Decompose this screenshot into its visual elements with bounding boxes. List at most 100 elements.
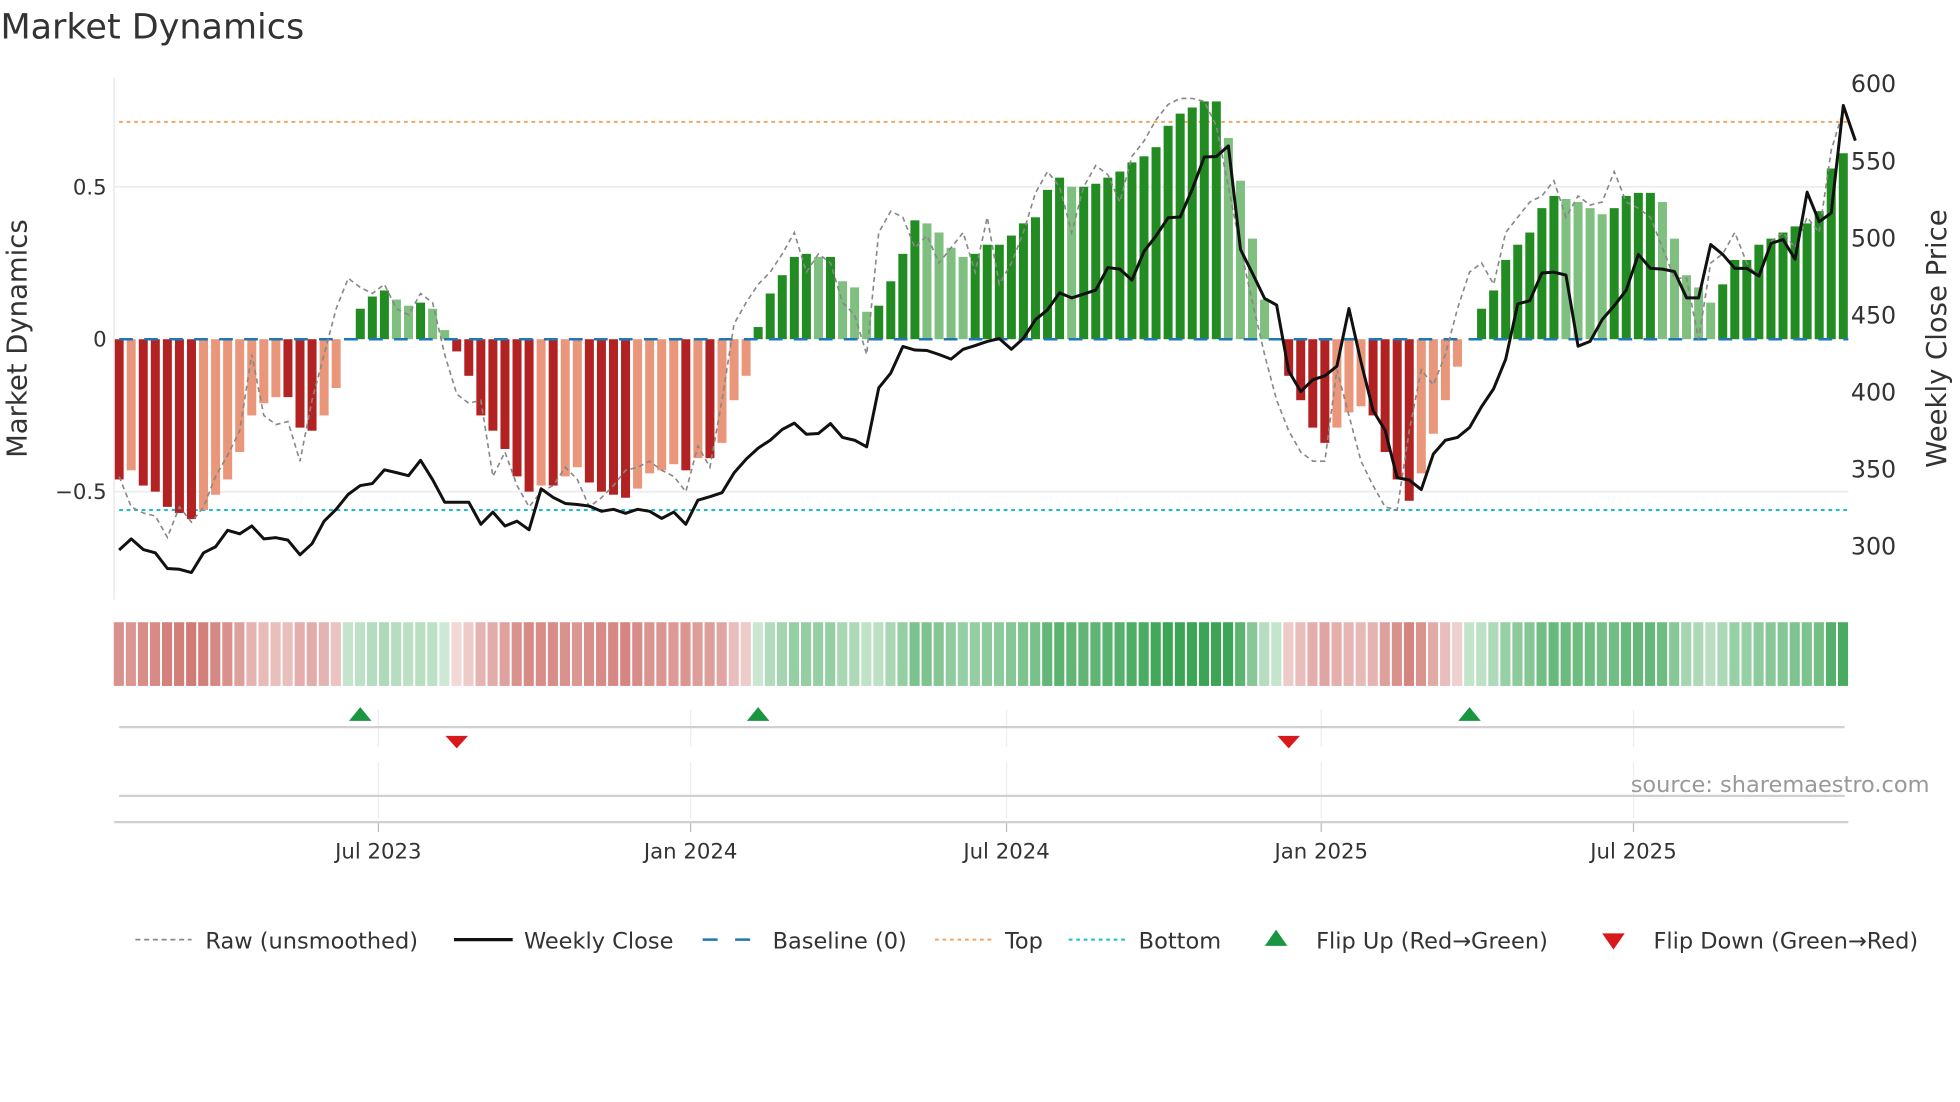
heatmap-cell: [427, 622, 438, 686]
heatmap-cell: [1777, 622, 1788, 686]
dynamics-bar: [1067, 186, 1077, 340]
dynamics-bar: [391, 299, 401, 340]
heatmap-cell: [1030, 622, 1041, 686]
heatmap-cell: [1657, 622, 1668, 686]
dynamics-bar: [379, 290, 389, 340]
heatmap-cell: [957, 622, 968, 686]
heatmap-cell: [1837, 622, 1849, 686]
dynamics-bar: [1404, 339, 1414, 501]
heatmap-cell: [668, 622, 679, 686]
heatmap-cell: [463, 622, 474, 686]
dynamics-bar: [1199, 101, 1209, 340]
dynamics-bar: [1597, 214, 1607, 340]
heatmap-cell: [1271, 622, 1282, 686]
heatmap-cell: [1042, 622, 1053, 686]
heatmap-cell: [632, 622, 643, 686]
dynamics-bar: [548, 339, 558, 486]
left-axis-title: Market Dynamics: [2, 219, 34, 458]
dynamics-bar: [1284, 339, 1294, 376]
right-tick-label: 350: [1851, 456, 1896, 484]
heatmap-cell: [933, 622, 944, 686]
dynamics-bar: [1296, 339, 1306, 401]
dynamics-bar: [428, 308, 438, 340]
dynamics-bar: [621, 339, 631, 498]
dynamics-bar: [271, 339, 281, 398]
dynamics-bar: [1332, 339, 1342, 428]
legend-label: Bottom: [1139, 928, 1221, 954]
heatmap-cell: [559, 622, 570, 686]
heatmap-cell: [379, 622, 390, 686]
heatmap-cell: [873, 622, 884, 686]
heatmap-cell: [282, 622, 293, 686]
raw-dynamics-line: [118, 97, 1845, 540]
dynamics-bar: [1501, 259, 1511, 340]
heatmap-cell: [1464, 622, 1475, 686]
heatmap-cell: [234, 622, 245, 686]
heatmap-cell: [1379, 622, 1390, 686]
heatmap-cell: [1295, 622, 1306, 686]
dynamics-bar: [367, 296, 377, 340]
dynamics-bar: [1091, 183, 1101, 340]
heatmap-cell: [222, 622, 233, 686]
dynamics-bar: [1742, 259, 1752, 340]
dynamics-bar: [1573, 202, 1583, 340]
dynamics-bar: [898, 253, 908, 340]
dynamics-bar: [1730, 259, 1740, 340]
heatmap-cell: [499, 622, 510, 686]
heatmap-cell: [897, 622, 908, 686]
heatmap-cell: [1162, 622, 1173, 686]
heatmap-cell: [1536, 622, 1547, 686]
dynamics-bar: [862, 311, 872, 340]
heatmap-cell: [571, 622, 583, 686]
heatmap-cell: [1560, 622, 1571, 686]
heatmap-cell: [198, 622, 209, 686]
heatmap-cell: [1765, 622, 1776, 686]
dynamics-bar: [669, 339, 679, 465]
dynamics-bar: [934, 232, 944, 340]
heatmap-cell: [788, 622, 800, 686]
legend-label: Flip Up (Red→Green): [1316, 928, 1548, 954]
dynamics-bar: [259, 339, 269, 404]
dynamics-bar: [1018, 223, 1028, 340]
heatmap-cell: [1259, 622, 1270, 686]
right-tick-label: 300: [1851, 533, 1896, 561]
heatmap-cell: [861, 622, 872, 686]
dynamics-bar: [247, 339, 257, 416]
dynamics-bar: [1682, 275, 1692, 340]
x-tick-label: Jan 2024: [642, 839, 738, 864]
dynamics-bar: [1127, 162, 1137, 340]
heatmap-cell: [752, 622, 763, 686]
dynamics-bar: [126, 339, 136, 471]
dynamics-bar: [657, 339, 667, 471]
heatmap-cell: [813, 622, 824, 686]
dynamics-bar: [777, 275, 787, 340]
right-tick-label: 500: [1851, 224, 1896, 252]
dynamics-bar: [1706, 302, 1716, 340]
dynamics-bar: [307, 339, 317, 431]
dynamics-bar: [536, 339, 546, 486]
heatmap-cell: [523, 622, 534, 686]
dynamics-bar: [1223, 138, 1233, 340]
legend-flip-up-icon: [1264, 929, 1288, 946]
axes: 0.5 0 −0.5 600 550 500 450 400 350 300: [55, 70, 1896, 600]
heatmap-cell: [1512, 622, 1523, 686]
left-tick-label: 0.5: [73, 175, 107, 200]
dynamics-bar: [1657, 202, 1667, 340]
heatmap-cell: [1150, 622, 1161, 686]
reference-lines: [119, 120, 1849, 511]
dynamics-bar: [1344, 339, 1354, 413]
dynamics-bars: [114, 101, 1848, 520]
dynamics-bar: [1163, 125, 1173, 340]
dynamics-bar: [717, 339, 727, 443]
heatmap-cell: [692, 622, 703, 686]
dynamics-bar: [560, 339, 570, 477]
heatmap-cell: [1669, 622, 1680, 686]
dynamics-bar: [488, 339, 498, 431]
heatmap-cell: [1186, 622, 1197, 686]
heatmap-cell: [644, 622, 655, 686]
dynamics-bar: [464, 339, 474, 376]
heatmap-cell: [1596, 622, 1607, 686]
dynamics-bar: [946, 247, 956, 340]
dynamics-bar: [1235, 180, 1245, 340]
heatmap-cell: [258, 622, 269, 686]
